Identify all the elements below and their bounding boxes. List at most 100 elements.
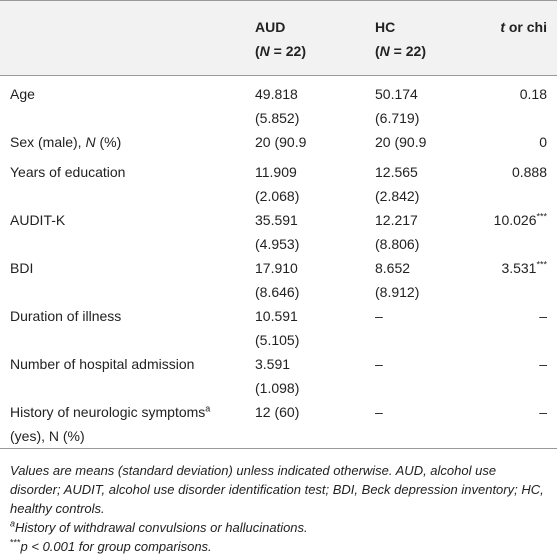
- stat-superscript: ***: [536, 259, 547, 270]
- value-text: 17.910: [255, 260, 298, 276]
- row-label: AUDIT-K: [0, 208, 255, 256]
- value-cell: –: [375, 304, 485, 352]
- row-label: Years of education: [0, 160, 255, 208]
- header-cell: t or chi: [485, 1, 557, 76]
- header-text: = 22): [269, 43, 306, 59]
- table-row: History of neurologic symptomsa (yes), N …: [0, 400, 557, 449]
- stat-text: –: [539, 356, 547, 372]
- header-text: (: [255, 43, 260, 59]
- header-cell: [0, 1, 255, 76]
- value-text: 12.565: [375, 164, 418, 180]
- stat-text: 3.531: [501, 260, 537, 276]
- value-cell: 12.217 (8.806): [375, 208, 485, 256]
- value-cell: 11.909 (2.068): [255, 160, 375, 208]
- value-text: (5.105): [255, 332, 300, 348]
- value-cell: 50.174 (6.719): [375, 82, 485, 130]
- value-text: 3.591: [255, 356, 291, 372]
- stat-cell: 3.531***: [485, 256, 557, 304]
- value-cell: –: [375, 400, 485, 449]
- value-text: (8.912): [375, 284, 420, 300]
- value-text: (2.068): [255, 188, 300, 204]
- stat-cell: 0: [485, 130, 557, 160]
- stat-text: –: [539, 404, 547, 420]
- header-cell: HC (N = 22): [375, 1, 485, 76]
- footnote-text: p: [20, 539, 28, 554]
- value-text: 12 (60): [255, 404, 300, 420]
- value-cell: 10.591 (5.105): [255, 304, 375, 352]
- value-cell: 3.591 (1.098): [255, 352, 375, 400]
- label-text: Years of education: [10, 164, 126, 180]
- table-row: Number of hospital admission 3.591 (1.098)…: [0, 352, 557, 400]
- value-text: 8.652: [375, 260, 411, 276]
- stat-text: 0: [539, 134, 547, 150]
- value-cell: 49.818 (5.852): [255, 82, 375, 130]
- label-text: Duration of illness: [10, 308, 122, 324]
- stat-superscript: ***: [536, 211, 547, 222]
- footnote-p: ***p < 0.001 for group comparisons.: [10, 537, 547, 556]
- row-label: History of neurologic symptomsa (yes), N …: [0, 400, 255, 449]
- table-header: AUD (N = 22) HC (N = 22) t or chi: [0, 0, 557, 76]
- label-text: AUDIT-K: [10, 212, 66, 228]
- label-text: Age: [10, 86, 35, 102]
- row-label: BDI: [0, 256, 255, 304]
- label-text: (%): [95, 134, 122, 150]
- footnote-mark: a: [10, 518, 16, 529]
- value-text: 11.909: [255, 164, 297, 180]
- label-text: BDI: [10, 260, 34, 276]
- stat-cell: 0.888: [485, 160, 557, 208]
- value-text: (6.719): [375, 110, 420, 126]
- value-text: (8.646): [255, 284, 300, 300]
- header-row: AUD (N = 22) HC (N = 22) t or chi: [0, 0, 557, 76]
- value-text: (1.098): [255, 380, 300, 396]
- label-text: (yes), N (%): [10, 428, 85, 444]
- value-cell: 12 (60): [255, 400, 375, 449]
- table-row: Duration of illness 10.591 (5.105) – –: [0, 304, 557, 352]
- header-text: (: [375, 43, 380, 59]
- value-text: 20 (90.9: [255, 134, 307, 150]
- stat-cell: –: [485, 352, 557, 400]
- label-text: N: [85, 134, 96, 150]
- value-cell: 20 (90.9: [375, 130, 485, 160]
- value-text: (8.806): [375, 236, 420, 252]
- header-text: t: [500, 19, 505, 35]
- value-text: (4.953): [255, 236, 300, 252]
- stat-cell: –: [485, 304, 557, 352]
- footnote-a: aHistory of withdrawal convulsions or ha…: [10, 518, 547, 537]
- row-label: Number of hospital admission: [0, 352, 255, 400]
- label-superscript: a: [205, 403, 211, 414]
- value-text: (5.852): [255, 110, 300, 126]
- header-text: or chi: [504, 19, 547, 35]
- value-text: 35.591: [255, 212, 298, 228]
- table-row: BDI 17.910 (8.646) 8.652 (8.912) 3.531***: [0, 256, 557, 304]
- value-text: 10.591: [255, 308, 298, 324]
- value-text: 49.818: [255, 86, 298, 102]
- table-body: Age 49.818 (5.852) 50.174 (6.719) 0.18 Sex (ma…: [0, 75, 557, 449]
- value-cell: 17.910 (8.646): [255, 256, 375, 304]
- value-text: 12.217: [375, 212, 418, 228]
- value-cell: 35.591 (4.953): [255, 208, 375, 256]
- footnote-text: History of withdrawal convulsions or hal…: [15, 520, 308, 535]
- stat-text: 10.026: [493, 212, 537, 228]
- stat-text: –: [539, 308, 547, 324]
- stat-cell: 10.026***: [485, 208, 557, 256]
- value-text: –: [375, 308, 383, 324]
- value-cell: 8.652 (8.912): [375, 256, 485, 304]
- footnote-main: Values are means (standard deviation) un…: [10, 463, 544, 516]
- header-text: HC: [375, 19, 396, 35]
- value-cell: 12.565 (2.842): [375, 160, 485, 208]
- label-text: History of neurologic symptoms: [10, 404, 206, 420]
- stat-cell: 0.18: [485, 82, 557, 130]
- footnote-text: < 0.001 for group comparisons.: [27, 539, 212, 554]
- value-cell: 20 (90.9: [255, 130, 375, 160]
- header-cell: AUD (N = 22): [255, 1, 375, 76]
- table-row: Age 49.818 (5.852) 50.174 (6.719) 0.18: [0, 82, 557, 130]
- table-row: Sex (male), N (%) 20 (90.9 20 (90.9 0: [0, 130, 557, 160]
- value-text: –: [375, 404, 383, 420]
- stat-cell: –: [485, 400, 557, 449]
- row-label: Duration of illness: [0, 304, 255, 352]
- value-text: 50.174: [375, 86, 418, 102]
- value-text: (2.842): [375, 188, 420, 204]
- footnote-mark: ***: [10, 537, 21, 548]
- table-row: Years of education 11.909 (2.068) 12.565 (2.…: [0, 160, 557, 208]
